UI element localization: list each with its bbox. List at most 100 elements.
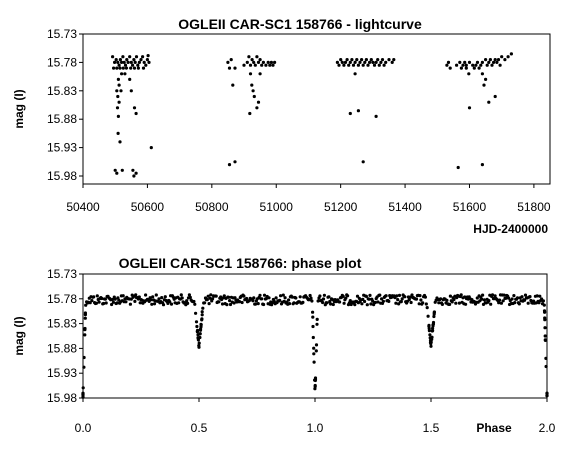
lightcurve-point	[233, 66, 237, 70]
lightcurve-point	[384, 60, 388, 64]
phase-plot-point	[100, 296, 104, 301]
phase-plot-point	[82, 355, 86, 360]
lightcurve-point	[355, 58, 359, 62]
phase-plot-point	[311, 324, 315, 329]
lightcurve-point	[500, 55, 504, 59]
lightcurve-point	[146, 54, 150, 58]
phase-plot-point	[538, 294, 542, 298]
phase-plot-point	[198, 328, 203, 332]
lightcurve-y-tick-label: 15.88	[47, 112, 77, 126]
lightcurve-x-tick-label: 51000	[260, 200, 294, 214]
lightcurve-point	[475, 60, 480, 64]
phase-plot-point	[311, 315, 315, 319]
phase-plot-point	[452, 297, 456, 302]
phase-plot-point	[315, 317, 319, 321]
lightcurve-point	[134, 55, 139, 59]
lightcurve-point	[116, 114, 120, 118]
lightcurve-point	[227, 66, 232, 70]
phase-plot-point	[499, 301, 503, 305]
phase-plot-point	[482, 298, 486, 302]
lightcurve-point	[503, 58, 507, 62]
lightcurve-point	[149, 146, 153, 150]
phase-plot-point	[222, 294, 226, 298]
phase-plot-point	[520, 295, 524, 299]
lightcurve-point	[117, 63, 121, 67]
lightcurve-point	[256, 100, 261, 104]
phase-plot-point	[83, 316, 87, 320]
phase-plot-point	[384, 294, 388, 298]
lightcurve-point	[376, 58, 380, 62]
phase-plot-point	[400, 297, 404, 301]
phase-plot-point	[197, 344, 201, 348]
phase-plot-point	[437, 301, 441, 305]
phase-plot-point	[395, 294, 399, 298]
phase-plot-point	[150, 302, 154, 306]
lightcurve-point	[356, 109, 360, 113]
phase-plot-point	[237, 300, 242, 304]
phase-plot-point	[124, 300, 128, 304]
phase-plot-point	[298, 295, 302, 299]
lightcurve-point	[121, 66, 125, 70]
lightcurve-point	[496, 58, 501, 62]
lightcurve-point	[455, 63, 459, 67]
phase-plot-point	[154, 293, 158, 297]
phase-plot-point	[429, 340, 433, 344]
phase-plot-point	[363, 299, 367, 304]
lightcurve-point	[353, 60, 357, 64]
phase-plot-point	[545, 392, 549, 396]
phase-plot-point	[227, 295, 231, 299]
lightcurve-plot-frame	[82, 33, 551, 185]
phase-plot-point	[287, 302, 292, 306]
lightcurve-point	[471, 63, 475, 67]
phase-plot-point	[543, 334, 547, 338]
phase-plot-point	[480, 297, 484, 301]
phase-plot-point	[432, 314, 436, 319]
lightcurve-point	[117, 100, 121, 104]
phase-plot-point	[315, 322, 319, 326]
lightcurve-point	[131, 168, 135, 172]
phase-plot-point	[193, 302, 197, 306]
phase-plot-y-tick-label: 15.83	[47, 317, 77, 331]
lightcurve-point	[360, 58, 364, 62]
lightcurve-point	[390, 60, 394, 64]
phase-plot-x-tick-label: 0.5	[191, 421, 208, 435]
phase-plot-point	[523, 298, 527, 302]
lightcurve-point	[456, 165, 460, 170]
lightcurve-point	[467, 72, 471, 76]
phase-plot-point	[353, 303, 357, 307]
phase-plot-point	[417, 302, 421, 306]
phase-plot-point	[428, 333, 432, 337]
phase-plot-point	[510, 297, 514, 301]
phase-plot-point	[199, 325, 203, 329]
phase-plot-point	[410, 293, 414, 297]
phase-plot-point	[245, 296, 249, 301]
phase-plot-point	[242, 294, 246, 298]
phase-plot-point	[83, 313, 87, 317]
phase-plot-point	[134, 293, 138, 297]
phase-plot-point	[186, 301, 190, 305]
lightcurve-y-tick-label: 15.98	[47, 169, 77, 183]
lightcurve-point	[366, 63, 370, 67]
lightcurve-point	[253, 63, 257, 67]
lightcurve-point	[247, 55, 251, 59]
phase-plot-point	[431, 322, 435, 326]
phase-plot-point	[232, 301, 236, 305]
lightcurve-point	[129, 66, 133, 70]
phase-plot-point	[256, 302, 260, 306]
lightcurve-point	[134, 111, 138, 116]
lightcurve-point	[113, 60, 117, 64]
lightcurve-point	[132, 58, 136, 62]
phase-plot-point	[543, 338, 548, 342]
phase-plot-x-axis-label: Phase	[476, 421, 512, 435]
phase-plot-point	[198, 332, 202, 336]
lightcurve-point	[337, 63, 341, 67]
phase-plot-point	[104, 301, 108, 305]
phase-plot-point	[507, 296, 511, 300]
phase-plot-point	[361, 297, 365, 301]
phase-plot-point	[203, 301, 207, 305]
lightcurve-y-axis-label: mag (I)	[12, 89, 26, 128]
phase-plot-point	[501, 299, 505, 303]
phase-plot-point	[421, 301, 425, 305]
lightcurve-point	[132, 66, 137, 70]
lightcurve-point	[258, 72, 262, 76]
